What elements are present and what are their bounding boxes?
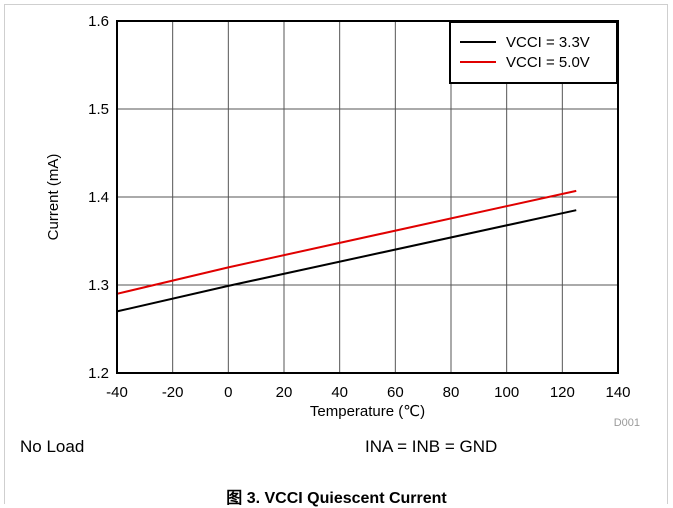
- x-tick-label: 140: [605, 384, 630, 401]
- x-tick-label: 80: [443, 384, 460, 401]
- x-tick-label: 100: [494, 384, 519, 401]
- x-tick-label: 20: [276, 384, 293, 401]
- y-axis-title: Current (mA): [45, 154, 62, 241]
- plot-area-border: [116, 20, 619, 374]
- series-line-2: [116, 189, 577, 295]
- series-line-1: [116, 209, 577, 313]
- y-tick-label: 1.4: [88, 189, 109, 206]
- y-tick-label: 1.3: [88, 277, 109, 294]
- legend-label-1: VCCI = 3.3V: [506, 34, 590, 51]
- y-tick-label: 1.6: [88, 13, 109, 30]
- x-axis-title: Temperature (℃): [310, 403, 425, 420]
- x-tick-label: 40: [331, 384, 348, 401]
- x-tick-label: 0: [224, 384, 232, 401]
- figure-id-label: D001: [614, 417, 640, 429]
- input-condition-note: INA = INB = GND: [365, 437, 498, 456]
- x-tick-label: 60: [387, 384, 404, 401]
- legend-label-2: VCCI = 5.0V: [506, 54, 590, 71]
- current-vs-temperature-chart: -40 -20 0 20 40 60 80 100 120 140 1.2 1.3 1.4 1.5 1.6…: [45, 13, 640, 429]
- x-tick-labels: -40 -20 0 20 40 60 80 100 120 140: [106, 384, 630, 401]
- y-tick-label: 1.2: [88, 365, 109, 382]
- series-lines: [116, 189, 577, 313]
- y-tick-labels: 1.2 1.3 1.4 1.5 1.6: [88, 13, 109, 382]
- legend: VCCI = 3.3V VCCI = 5.0V: [449, 21, 618, 84]
- no-load-note: No Load: [20, 437, 85, 456]
- x-tick-label: -20: [162, 384, 184, 401]
- y-tick-label: 1.5: [88, 101, 109, 118]
- figure-frame: [4, 4, 668, 504]
- x-tick-label: -40: [106, 384, 128, 401]
- x-tick-label: 120: [550, 384, 575, 401]
- figure-caption: 图 3. VCCI Quiescent Current: [226, 490, 447, 507]
- legend-box: [449, 21, 618, 84]
